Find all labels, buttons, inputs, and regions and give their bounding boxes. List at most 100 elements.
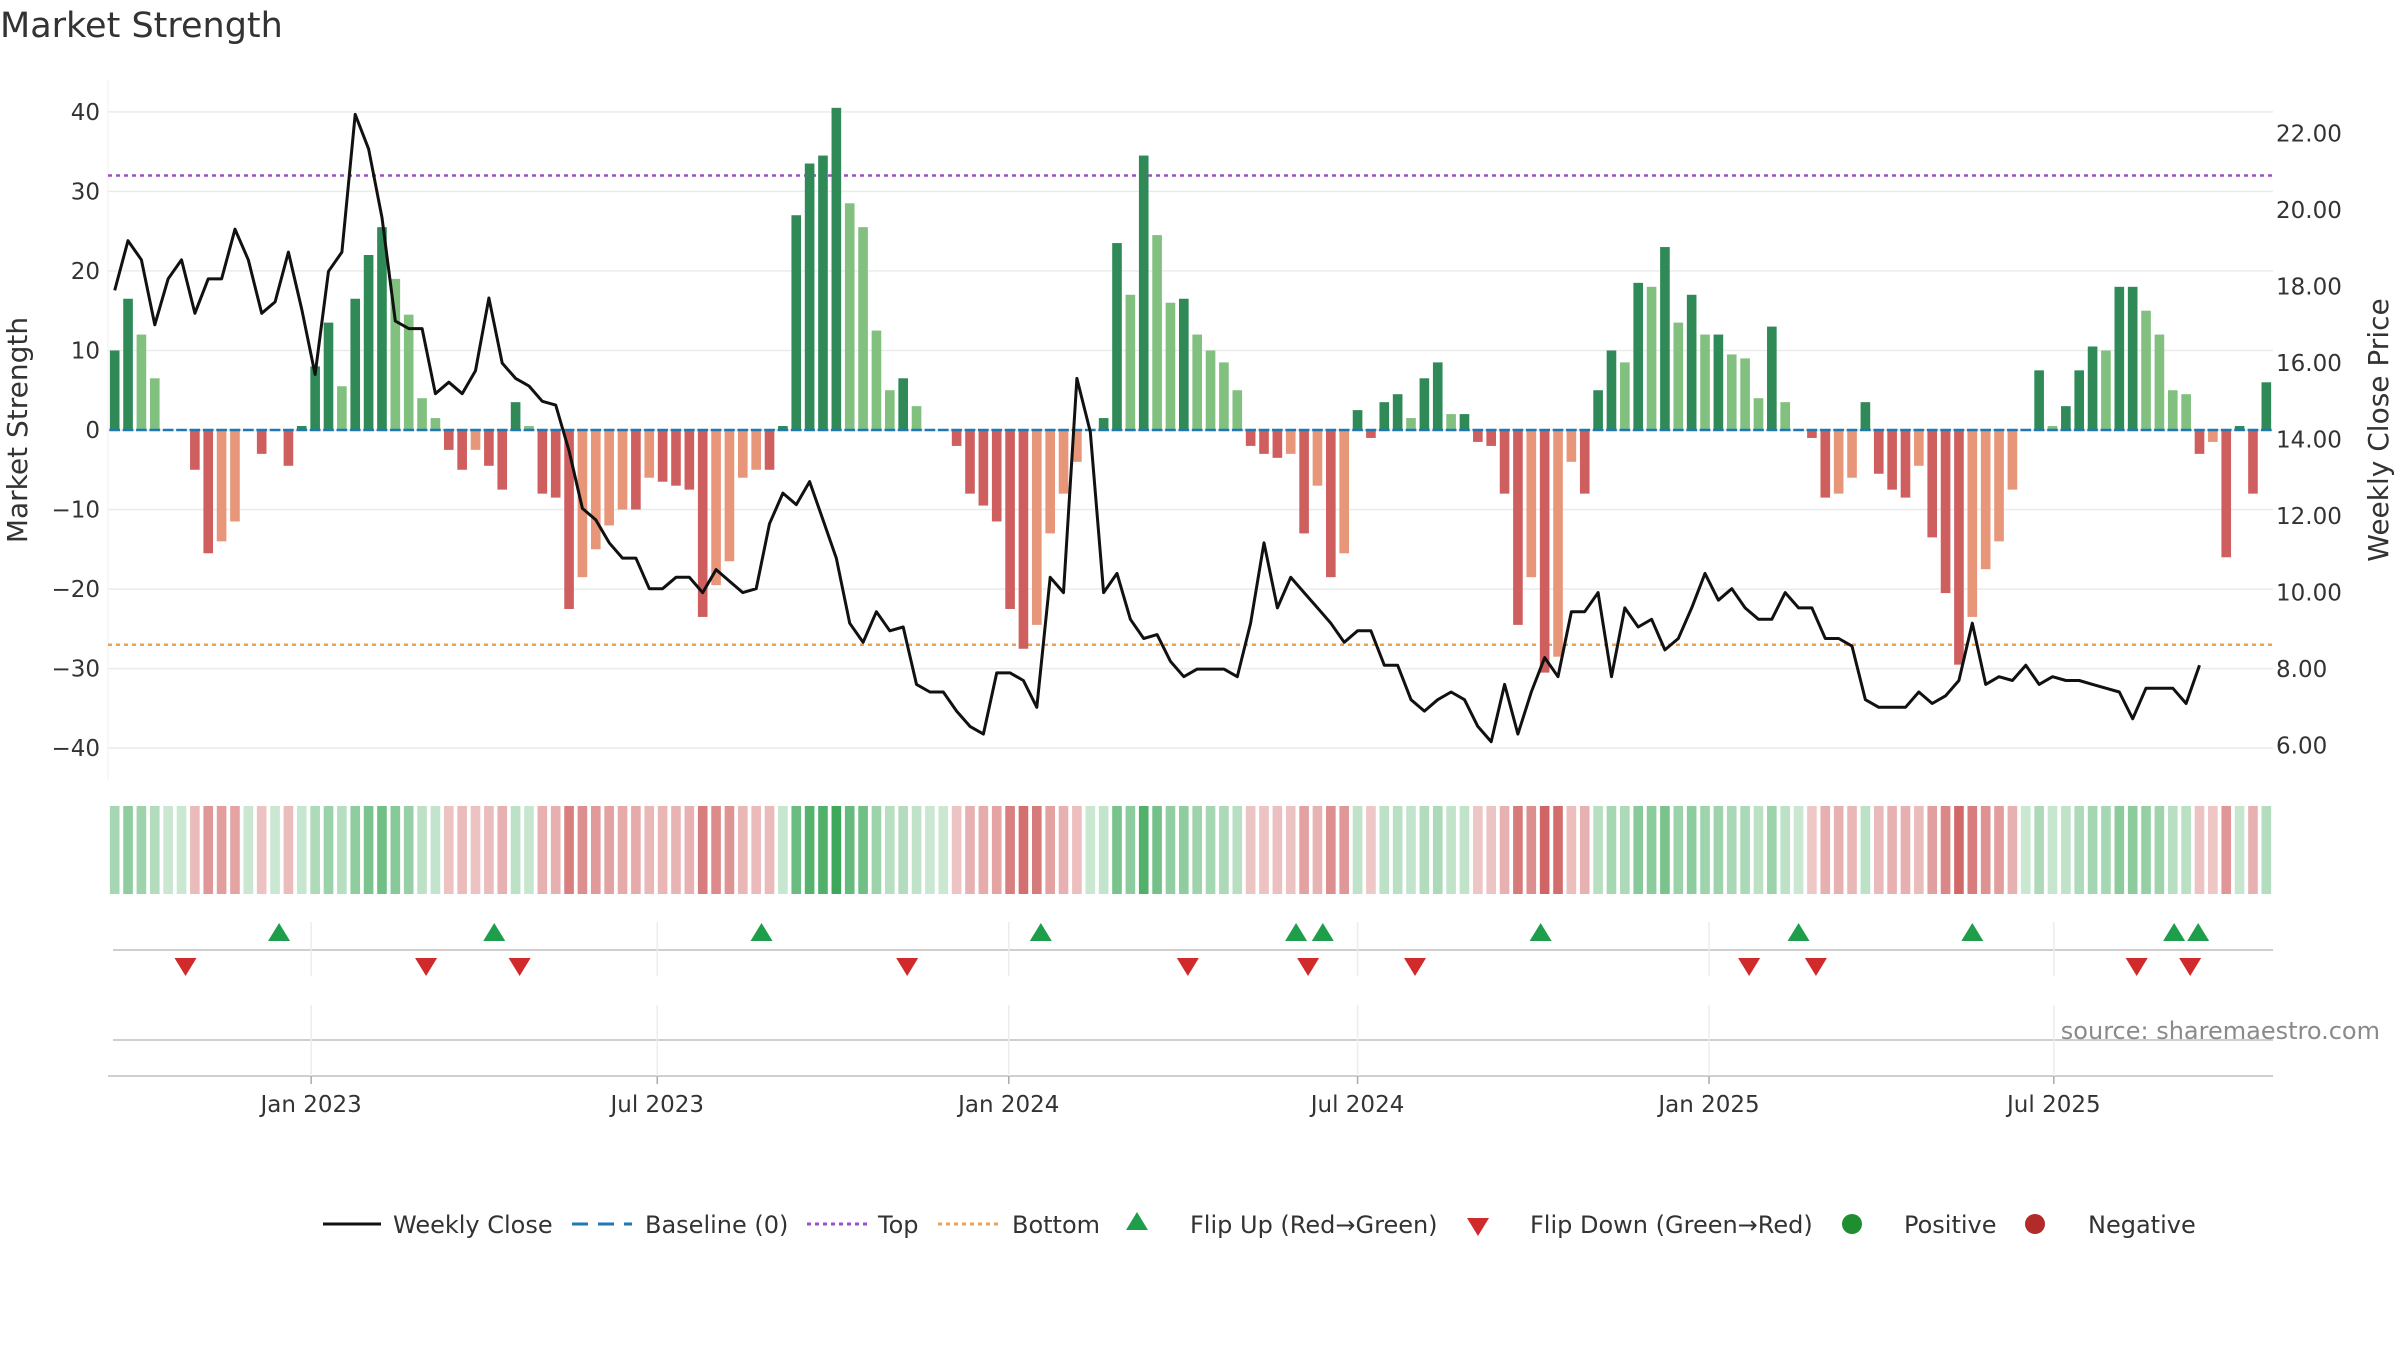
strength-bar [1446,414,1456,430]
strength-bar [1954,430,1964,665]
band-cell [377,806,387,894]
strength-bar [1513,430,1523,625]
band-cell [417,806,427,894]
strength-bar [1994,430,2004,542]
band-cell [1954,806,1964,894]
strength-bar [1900,430,1911,498]
band-cell [1138,806,1149,894]
band-cell [631,806,641,894]
band-cell [1539,806,1550,894]
legend-item-baseline: Baseline (0) [572,1211,788,1239]
lower-panel [108,1005,2273,1077]
x-tick-label: Jan 2025 [1656,1092,1759,1118]
flip-marker-panel [113,922,2273,976]
strength-bar [1205,350,1216,430]
band-cell [564,806,574,894]
strength-bar [1112,243,1122,430]
legend-item-flip_down: Flip Down (Green→Red) [1467,1211,1813,1239]
right-tick-label: 14.00 [2276,428,2342,454]
strength-bar [1606,350,1617,430]
strength-bar [951,430,962,446]
strength-bar [149,378,160,430]
band-cell [1219,806,1229,894]
band-cell [2114,806,2125,894]
band-cell [818,806,828,894]
band-cell [2074,806,2085,894]
strength-bar [1579,430,1590,494]
strength-bar [2221,430,2232,558]
band-cell [1700,806,1710,894]
source-note: source: sharemaestro.com [2061,1017,2380,1045]
flip-down-marker [896,958,919,976]
strength-bar [123,298,133,430]
strength-bar [537,430,548,494]
strength-bar [550,430,561,498]
strength-bar [1459,414,1470,430]
strength-bar [2181,394,2191,430]
band-cell [684,806,695,894]
band-cell [2194,806,2205,894]
band-cell [270,806,280,894]
band-cell [737,806,748,894]
strength-bar [1272,430,1283,458]
strength-bar [844,203,855,430]
strength-bar [190,430,200,470]
strength-bar [1259,430,1269,454]
strength-bar [1860,402,1871,430]
strength-bar [350,298,361,430]
band-cell [2141,806,2151,894]
strength-bar [1873,430,1884,474]
right-tick-label: 12.00 [2276,504,2342,530]
strength-bar [310,366,320,430]
band-cell [1272,806,1283,894]
strength-bar [644,430,655,478]
strength-bar [1326,430,1336,578]
right-tick-label: 16.00 [2276,351,2342,377]
band-cell [1392,806,1403,894]
strength-bar [1553,430,1563,657]
strength-bar [1245,430,1256,446]
band-cell [109,806,120,894]
strength-bar [1620,362,1630,430]
strength-bar [109,350,120,430]
band-cell [1566,806,1577,894]
strength-bar [1700,334,1710,430]
band-cell [831,806,842,894]
band-cell [1085,806,1096,894]
band-cell [1312,806,1323,894]
strength-bar [671,430,681,486]
x-tick-label: Jan 2024 [956,1092,1059,1118]
strength-bar [1072,430,1082,462]
strength-bar [2047,426,2058,430]
band-cell [470,806,481,894]
legend-item-weekly_close: Weekly Close [323,1211,553,1239]
band-cell [296,806,307,894]
band-cell [230,806,240,894]
band-cell [1339,806,1349,894]
band-cell [1018,806,1029,894]
band-cell [671,806,681,894]
band-cell [1780,806,1791,894]
band-cell [1005,806,1015,894]
strength-bar [617,430,628,510]
band-cell [1152,806,1162,894]
legend-label: Flip Down (Green→Red) [1530,1211,1813,1239]
band-cell [2007,806,2018,894]
legend-triangle-up-icon [1126,1212,1148,1230]
legend-item-negative: Negative [2025,1211,2196,1239]
strength-bar [457,430,467,470]
legend-item-positive: Positive [1842,1211,1997,1239]
strength-bar [1726,354,1737,430]
strength-bar [911,406,922,430]
band-cell [764,806,775,894]
band-cell [443,806,454,894]
left-tick-label: −10 [51,498,100,524]
right-tick-label: 18.00 [2276,275,2342,301]
band-cell [1807,806,1817,894]
strength-bar [203,430,214,554]
legend-label: Negative [2088,1211,2196,1239]
strength-bar [590,430,601,550]
band-cell [1072,806,1082,894]
band-cell [697,806,708,894]
strength-bar [1633,282,1644,430]
